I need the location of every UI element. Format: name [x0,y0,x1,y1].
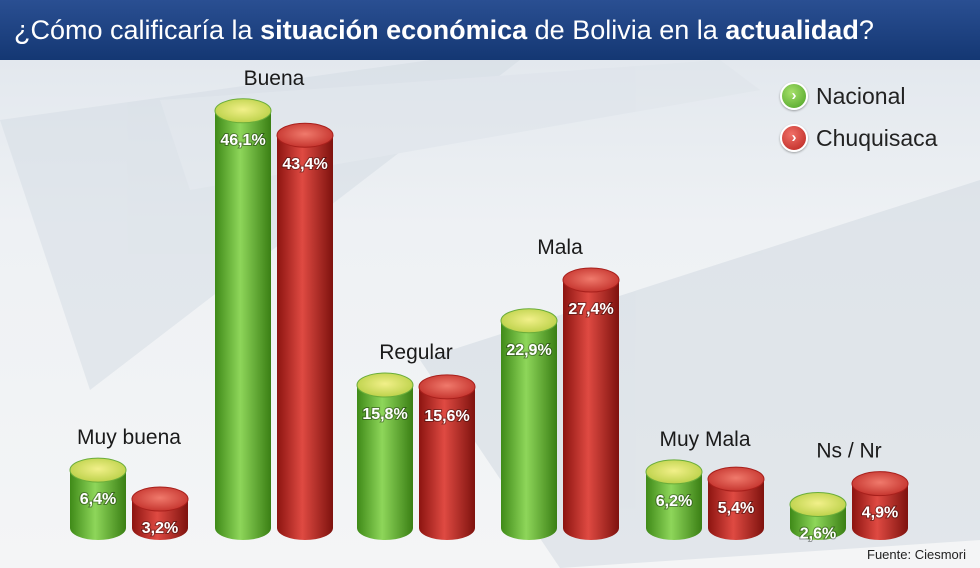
legend-marker-chuquisaca: › [780,124,808,152]
data-label-nacional: 6,4% [80,491,116,508]
data-label-nacional: 46,1% [220,132,265,149]
bar-top-chuquisaca [276,122,334,148]
legend-item-chuquisaca: › Chuquisaca [780,124,937,152]
category-label: Regular [379,341,453,364]
data-label-chuquisaca: 27,4% [568,301,613,318]
data-label-chuquisaca: 5,4% [718,500,754,517]
category-label: Buena [244,67,305,90]
legend-label-nacional: Nacional [816,82,906,109]
bar-top-nacional [645,459,703,485]
title-bar: ¿Cómo calificaría la situación económica… [0,0,980,60]
bar-top-chuquisaca [418,374,476,400]
source-note: Fuente: Ciesmori [867,547,966,562]
category-label: Muy buena [77,426,181,449]
bar-chuquisaca [563,280,619,540]
bar-top-nacional [69,457,127,483]
bar-chuquisaca [852,483,908,540]
data-label-nacional: 22,9% [506,342,551,359]
bar-top-chuquisaca [851,471,909,497]
bar-nacional [70,470,126,540]
data-label-chuquisaca: 15,6% [424,408,469,425]
bar-top-nacional [789,491,847,517]
bar-nacional [646,471,702,540]
title-part: de Bolivia en la [527,14,726,45]
bar-top-chuquisaca [707,466,765,492]
bar-top-nacional [500,308,558,334]
legend-marker-nacional: › [780,82,808,110]
data-label-nacional: 6,2% [656,493,692,510]
title-bold: situación económica [260,14,528,45]
bar-chuquisaca [708,479,764,540]
bar-top-chuquisaca [562,267,620,293]
title-part: ? [858,14,874,45]
title-part: ¿Cómo calificaría la [14,14,261,45]
category-label: Muy Mala [659,428,750,451]
category-label: Ns / Nr [816,440,881,463]
chart-title: ¿Cómo calificaría la situación económica… [14,15,874,46]
title-bold: actualidad [725,14,859,45]
bar-nacional [215,110,271,541]
legend-label-chuquisaca: Chuquisaca [816,124,938,151]
data-label-chuquisaca: 3,2% [142,520,178,537]
data-label-chuquisaca: 4,9% [862,505,898,522]
bar-nacional [357,385,413,540]
bar-nacional [501,320,557,540]
bar-chuquisaca [419,386,475,540]
bar-top-nacional [214,98,272,124]
legend-item-nacional: › Nacional [780,82,906,110]
data-label-nacional: 15,8% [362,406,407,423]
bar-chuquisaca [277,135,333,541]
bar-top-nacional [356,372,414,398]
category-label: Mala [537,236,583,259]
data-label-chuquisaca: 43,4% [282,156,327,173]
data-label-nacional: 2,6% [800,525,836,542]
bar-top-chuquisaca [131,486,189,512]
